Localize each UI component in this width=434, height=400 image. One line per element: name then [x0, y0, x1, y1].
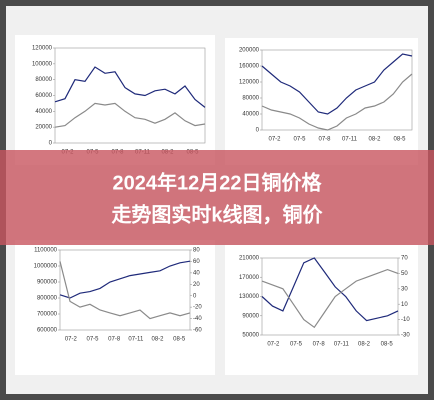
series-line: [59, 260, 191, 299]
series-line: [54, 66, 206, 108]
y-tick-label: 90000: [242, 313, 259, 319]
y2-tick-label: 40: [193, 270, 200, 276]
y-tick-label: 900000: [37, 280, 58, 286]
x-tick-label: 07-2: [65, 337, 78, 343]
y-tick-label: 60000: [35, 93, 52, 99]
x-tick-label: 08-5: [173, 337, 186, 343]
x-tick-label: 08-5: [393, 137, 406, 143]
y-tick-label: 200000: [239, 48, 260, 54]
y-tick-label: 40000: [242, 112, 259, 118]
y-tick-label: 1100000: [34, 248, 58, 254]
x-tick-label: 07-5: [290, 342, 303, 348]
y-tick-label: 20000: [35, 125, 52, 131]
y-tick-label: 50000: [242, 333, 259, 339]
y2-tick-label: -10: [401, 317, 410, 323]
y2-tick-label: -20: [193, 305, 202, 311]
y-tick-label: 160000: [239, 64, 260, 70]
x-tick-label: 07-11: [128, 337, 144, 343]
y-tick-label: 600000: [37, 328, 58, 334]
y-tick-label: 210000: [239, 256, 260, 262]
series-line: [261, 268, 399, 329]
y2-tick-label: 60: [193, 259, 200, 265]
y-tick-label: 0: [256, 128, 260, 134]
card: [15, 35, 215, 165]
x-tick-label: 07-8: [318, 137, 331, 143]
title-line: 走势图实时k线图，铜价: [111, 202, 323, 226]
x-tick-label: 08-2: [368, 137, 381, 143]
y-tick-label: 800000: [37, 296, 58, 302]
y-tick-label: 170000: [239, 275, 260, 281]
y2-tick-label: 30: [401, 286, 408, 292]
card: [15, 240, 215, 375]
y2-tick-label: 80: [193, 248, 200, 254]
card: [225, 38, 418, 165]
y-tick-label: 130000: [239, 294, 260, 300]
y2-tick-label: 10: [401, 302, 408, 308]
y-tick-label: 700000: [37, 312, 58, 318]
series-line: [54, 102, 206, 128]
x-tick-label: 07-5: [86, 337, 99, 343]
y-tick-label: 80000: [242, 96, 259, 102]
y2-tick-label: 0: [193, 293, 197, 299]
y2-tick-label: 50: [401, 271, 408, 277]
y-tick-label: 100000: [32, 61, 53, 67]
series-line: [59, 261, 191, 320]
y2-tick-label: 20: [193, 282, 200, 288]
y-tick-label: 1000000: [34, 264, 58, 270]
y-tick-label: 80000: [35, 77, 52, 83]
y-tick-label: 40000: [35, 109, 52, 115]
x-tick-label: 08-2: [358, 342, 371, 348]
y2-tick-label: -30: [401, 333, 410, 339]
plot-frame: [261, 49, 413, 131]
x-tick-label: 07-2: [267, 342, 280, 348]
y2-tick-label: 70: [401, 256, 408, 262]
series-line: [261, 257, 399, 322]
y2-tick-label: -60: [193, 328, 202, 334]
y2-tick-label: -40: [193, 316, 202, 322]
x-tick-label: 07-11: [342, 137, 358, 143]
series-line: [261, 73, 413, 131]
card: [225, 245, 418, 375]
x-tick-label: 08-5: [381, 342, 394, 348]
series-line: [261, 53, 413, 115]
x-tick-label: 07-8: [108, 337, 121, 343]
title-line: 2024年12月22日铜价格: [113, 170, 323, 194]
plot-frame: [59, 249, 191, 331]
x-tick-label: 08-2: [151, 337, 164, 343]
title-band: [0, 150, 434, 245]
x-tick-label: 07-5: [293, 137, 306, 143]
x-tick-label: 07-11: [334, 342, 350, 348]
y-tick-label: 120000: [32, 46, 53, 52]
x-tick-label: 07-8: [313, 342, 326, 348]
y-tick-label: 120000: [239, 80, 260, 86]
x-tick-label: 07-2: [268, 137, 281, 143]
y-tick-label: 0: [49, 141, 53, 147]
